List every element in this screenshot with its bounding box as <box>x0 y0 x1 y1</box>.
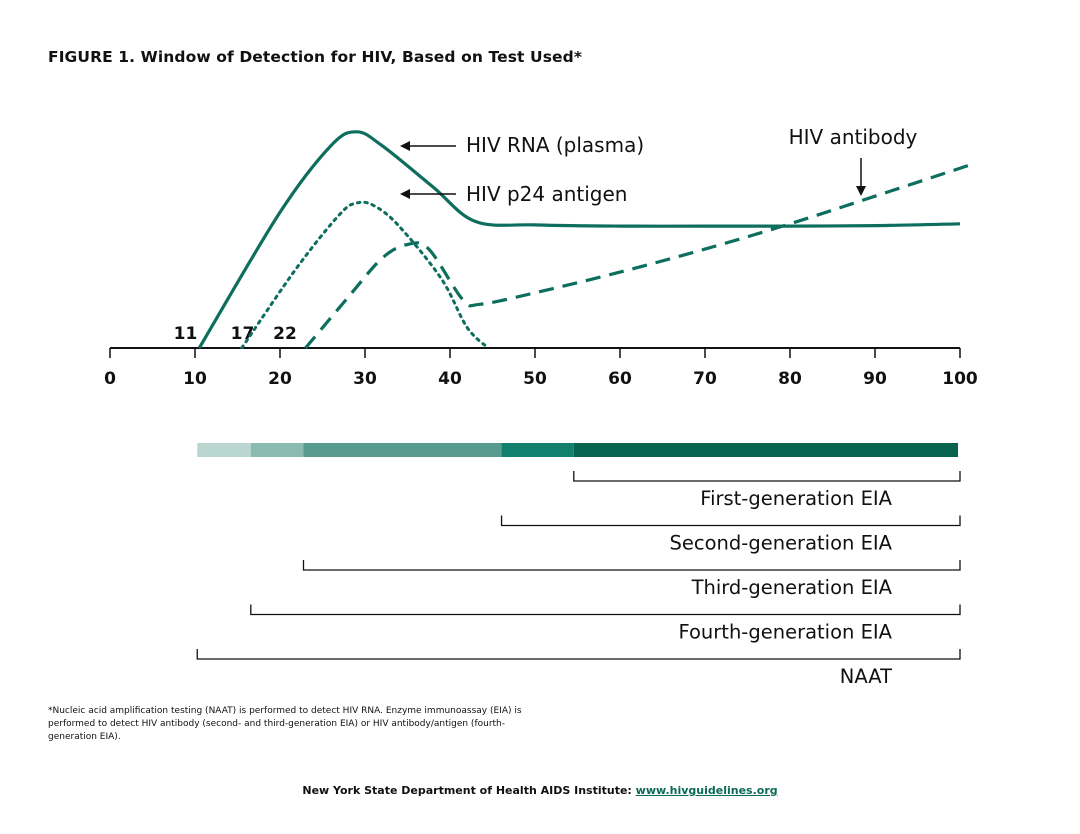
x-tick-label: 60 <box>608 369 632 389</box>
detection-bar-segment <box>250 443 304 457</box>
detection-bar-segment <box>303 443 502 457</box>
onset-label: 11 <box>174 324 198 344</box>
annotation-p24: HIV p24 antigen <box>466 182 627 206</box>
detection-bar-segment <box>501 443 574 457</box>
test-window-bracket <box>500 515 961 527</box>
test-window-bracket <box>573 471 961 482</box>
x-tick-label: 20 <box>268 369 292 389</box>
annotation-hiv-antibody: HIV antibody <box>789 125 918 149</box>
x-tick-label: 40 <box>438 369 462 389</box>
source-label: New York State Department of Health AIDS… <box>302 784 632 797</box>
x-tick-label: 10 <box>183 369 207 389</box>
annotation-hiv-rna: HIV RNA (plasma) <box>466 133 644 157</box>
x-tick-label: 0 <box>104 369 116 389</box>
x-tick-label: 90 <box>863 369 887 389</box>
test-label: Fourth-generation EIA <box>678 621 892 644</box>
test-window-bracket <box>250 604 961 616</box>
chart-title: FIGURE 1. Window of Detection for HIV, B… <box>48 48 583 66</box>
test-window-bracket <box>302 560 961 571</box>
x-tick-label: 50 <box>523 369 547 389</box>
x-tick-label: 80 <box>778 369 802 389</box>
test-label: Second-generation EIA <box>670 532 893 555</box>
x-tick-label: 30 <box>353 369 377 389</box>
test-window-bracket <box>196 649 961 660</box>
source-line: New York State Department of Health AIDS… <box>0 784 1080 797</box>
footnote: *Nucleic acid amplification testing (NAA… <box>48 706 522 742</box>
x-tick-label: 100 <box>942 369 978 389</box>
x-tick-label: 70 <box>693 369 717 389</box>
detection-bar-segment <box>197 443 251 457</box>
onset-label: 22 <box>273 324 297 344</box>
series-line-hiv-antibody <box>304 162 974 349</box>
source-link[interactable]: www.hivguidelines.org <box>635 784 778 797</box>
series-line-p24-antigen <box>240 200 490 349</box>
test-label: NAAT <box>840 665 892 688</box>
test-label: First-generation EIA <box>700 487 892 510</box>
test-label: Third-generation EIA <box>691 576 893 599</box>
series-line-hiv-rna <box>197 130 961 349</box>
detection-bar-segment <box>573 443 958 457</box>
